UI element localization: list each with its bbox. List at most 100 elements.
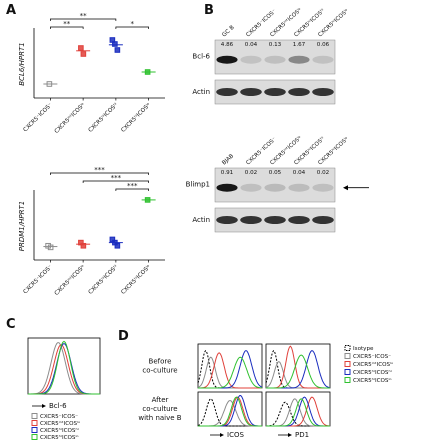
significance-label: ***: [127, 182, 138, 190]
actin-band: [264, 216, 286, 224]
data-point: [114, 242, 121, 249]
histogram-curve: [266, 398, 330, 427]
legend-label: CXCR5⁻ICOS⁻: [353, 354, 391, 360]
legend-swatch: [344, 345, 351, 351]
arrow-head: [343, 185, 348, 191]
quantification: 1.67: [293, 42, 306, 48]
histogram-curve: [28, 340, 100, 395]
histogram-frame: [265, 343, 331, 389]
quantification: 0.04: [245, 42, 258, 48]
x-tick-label: CXCR5ʰⁱICOSʰⁱ: [87, 263, 119, 295]
panel-label: A: [6, 3, 16, 18]
loading-label: Actin: [192, 88, 210, 96]
row-label: with naive B: [138, 414, 181, 422]
legend-swatch: [344, 361, 351, 367]
data-point: [144, 69, 151, 75]
quantification: 0.02: [245, 170, 257, 176]
legend-swatch: [344, 369, 351, 375]
x-tick-label: CXCR5ⁱⁿᵗICOSˡᵒ: [53, 101, 86, 134]
blot: [214, 39, 336, 75]
x-tick-label: CXCR5ʰⁱICOSˡᵒ: [120, 263, 152, 295]
histogram-curve: [265, 349, 330, 389]
significance-label: *: [131, 20, 135, 28]
legend-swatch: [31, 420, 38, 426]
x-tick-label: CXCR5⁻ICOS⁻: [23, 264, 54, 295]
band: [240, 55, 262, 64]
legend-label: Isotype: [353, 346, 374, 352]
band: [264, 55, 286, 64]
histogram-curve: [28, 344, 100, 395]
legend-label: CXCR5ⁱⁿᵗICOSˡᵒ: [353, 361, 393, 368]
significance-bracket: [50, 18, 117, 21]
legend-swatch: [344, 353, 351, 359]
histogram-curve: [198, 396, 262, 427]
significance-bracket: [115, 26, 149, 29]
band: [240, 183, 262, 192]
row-label: Before: [149, 358, 172, 366]
quantification: 0.06: [317, 42, 330, 48]
actin-band: [240, 88, 262, 96]
actin-band: [288, 216, 310, 224]
actin-band: [216, 216, 238, 224]
band: [216, 183, 238, 192]
quantification: 0.13: [269, 42, 282, 48]
actin-band: [312, 216, 334, 224]
panel-label: D: [118, 329, 129, 344]
data-point: [80, 242, 87, 249]
actin-band: [240, 216, 262, 224]
legend-swatch: [31, 413, 38, 419]
legend-label: CXCR5ⁱⁿᵗICOSˡᵒ: [40, 420, 80, 427]
arrow-head: [42, 404, 46, 408]
x-tick-label: CXCR5ʰⁱICOSˡᵒ: [120, 101, 152, 133]
data-point: [144, 197, 151, 203]
significance-label: **: [80, 12, 88, 20]
band: [288, 183, 310, 192]
legend-label: CXCR5ʰⁱICOSˡᵒ: [353, 377, 392, 384]
panel-label: B: [204, 3, 214, 18]
legend-swatch: [31, 427, 38, 433]
band: [264, 183, 286, 192]
significance-bracket: [82, 180, 149, 183]
legend-label: CXCR5ʰⁱICOSˡᵒ: [40, 434, 79, 441]
legend-label: CXCR5ʰⁱICOSʰⁱ: [353, 369, 392, 376]
band: [288, 55, 310, 64]
quantification: 0.04: [293, 170, 306, 176]
axis-label: ICOS: [227, 431, 244, 439]
legend-label: CXCR5⁻ICOS⁻: [40, 414, 78, 420]
x-tick-label: CXCR5ʰⁱICOSʰⁱ: [87, 101, 119, 133]
quantification: 0.02: [317, 170, 329, 176]
histogram-curve: [198, 356, 263, 389]
x-tick-label: CXCR5ⁱⁿᵗICOSˡᵒ: [53, 263, 86, 296]
band: [312, 55, 334, 64]
histogram-curve: [266, 354, 330, 389]
row-label: co-culture: [142, 405, 177, 413]
loading-label: Actin: [192, 216, 210, 224]
histogram-frame: [265, 391, 331, 427]
legend-swatch: [344, 377, 351, 383]
data-point: [112, 41, 118, 47]
row-label: co-culture: [142, 367, 177, 375]
histogram-curve: [28, 341, 100, 395]
data-point: [46, 81, 53, 87]
target-label: Bcl-6: [192, 53, 210, 61]
significance-label: ***: [111, 174, 122, 182]
data-point: [47, 244, 54, 251]
y-axis-label: PRDM1/HPRT1: [18, 201, 26, 251]
quantification: 4.86: [221, 42, 234, 48]
lane-label: BJAB: [221, 153, 235, 166]
data-point: [78, 45, 84, 51]
actin-band: [216, 88, 238, 96]
significance-bracket: [115, 188, 149, 191]
data-point: [114, 47, 121, 53]
axis-label: PD1: [295, 431, 309, 439]
actin-band: [288, 88, 310, 96]
actin-band: [312, 88, 334, 96]
significance-bracket: [50, 172, 149, 175]
panel-label: C: [6, 317, 16, 332]
significance-label: **: [63, 20, 71, 28]
row-label: After: [152, 396, 169, 404]
lane-label: GC B: [221, 25, 235, 39]
y-axis-label: BCL6/HPRT1: [18, 42, 26, 85]
quantification: 0.91: [221, 170, 234, 176]
